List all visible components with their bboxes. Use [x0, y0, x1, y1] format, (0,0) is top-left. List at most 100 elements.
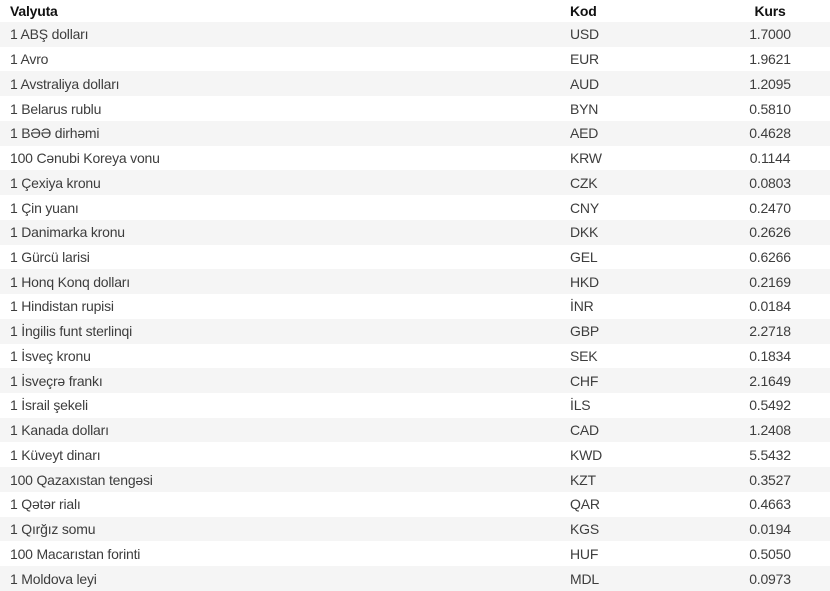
currency-cell: 1 İsveçrə frankı	[10, 372, 103, 389]
table-row: 1 BƏƏ dirhəmi AED 0.4628	[0, 120, 830, 146]
rate-cell: 0.5050	[749, 545, 791, 562]
code-cell: QAR	[570, 496, 600, 513]
code-cell: USD	[570, 26, 599, 43]
currency-cell: 1 Avro	[10, 51, 49, 68]
code-cell: AUD	[570, 75, 599, 92]
table-row: 100 Macarıstan forinti HUF 0.5050	[0, 541, 830, 567]
table-row: 1 Hindistan rupisi İNR 0.0184	[0, 294, 830, 319]
table-row: 1 İsveçrə frankı CHF 2.1649	[0, 368, 830, 394]
code-cell: KRW	[570, 150, 602, 167]
table-row: 1 İngilis funt sterlinqi GBP 2.2718	[0, 318, 830, 344]
currency-cell: 100 Qazaxıstan tengəsi	[10, 471, 153, 488]
rate-cell: 0.5810	[749, 100, 791, 117]
currency-cell: 1 Honq Konq dolları	[10, 273, 130, 290]
currency-cell: 1 İngilis funt sterlinqi	[10, 323, 133, 340]
rate-cell: 1.2095	[749, 75, 791, 92]
column-header-kod: Kod	[570, 0, 710, 22]
code-cell: DKK	[570, 224, 599, 241]
currency-cell: 100 Cənubi Koreya vonu	[10, 150, 160, 167]
code-cell: HUF	[570, 545, 599, 562]
table-row: 1 İsrail şekeli İLS 0.5492	[0, 393, 830, 418]
currency-cell: 1 Çin yuanı	[10, 199, 79, 216]
currency-cell: 1 Danimarka kronu	[10, 224, 125, 241]
currency-cell: 1 Gürcü larisi	[10, 248, 90, 265]
code-cell: GEL	[570, 248, 598, 265]
code-cell: İLS	[570, 397, 591, 414]
code-cell: SEK	[570, 347, 598, 364]
table-row: 1 Kanada dolları CAD 1.2408	[0, 417, 830, 443]
currency-cell: 1 İsrail şekeli	[10, 397, 88, 414]
code-cell: CAD	[570, 422, 599, 439]
table-row: 1 Belarus rublu BYN 0.5810	[0, 96, 830, 121]
table-row: 1 Avro EUR 1.9621	[0, 46, 830, 72]
rate-cell: 1.2408	[749, 422, 791, 439]
rate-cell: 0.1144	[749, 150, 791, 167]
rate-cell: 0.0803	[749, 174, 791, 191]
rate-cell: 2.2718	[749, 323, 791, 340]
code-cell: KZT	[570, 471, 596, 488]
rate-cell: 0.0194	[749, 521, 791, 538]
rate-cell: 0.2626	[749, 224, 791, 241]
currency-cell: 1 Kanada dolları	[10, 422, 109, 439]
rate-cell: 0.0184	[749, 298, 791, 315]
column-header-kurs: Kurs	[710, 0, 830, 22]
rate-cell: 0.5492	[749, 397, 791, 414]
currency-cell: 1 BƏƏ dirhəmi	[10, 125, 100, 142]
table-row: 1 Küveyt dinarı KWD 5.5432	[0, 442, 830, 468]
currency-cell: 1 İsveç kronu	[10, 347, 91, 364]
table-row: 1 Çin yuanı CNY 0.2470	[0, 195, 830, 220]
rate-cell: 2.1649	[749, 372, 791, 389]
currency-cell: 1 Qətər rialı	[10, 496, 81, 513]
rate-cell: 0.6266	[749, 248, 791, 265]
table-row: 1 Danimarka kronu DKK 0.2626	[0, 219, 830, 245]
code-cell: KGS	[570, 521, 599, 538]
table-row: 1 Çexiya kronu CZK 0.0803	[0, 170, 830, 196]
rate-cell: 0.2470	[749, 199, 791, 216]
code-cell: MDL	[570, 570, 599, 587]
rate-cell: 0.4628	[749, 125, 791, 142]
currency-cell: 1 Avstraliya dolları	[10, 75, 120, 92]
code-cell: HKD	[570, 273, 599, 290]
currency-cell: 100 Macarıstan forinti	[10, 545, 141, 562]
currency-cell: 1 ABŞ dolları	[10, 26, 89, 43]
rate-cell: 0.3527	[749, 471, 791, 488]
table-row: 100 Qazaxıstan tengəsi KZT 0.3527	[0, 467, 830, 492]
code-cell: CZK	[570, 174, 598, 191]
code-cell: GBP	[570, 323, 599, 340]
currency-cell: 1 Çexiya kronu	[10, 174, 101, 191]
header-row: Valyuta Kod Kurs	[0, 0, 830, 22]
rate-cell: 0.0973	[749, 570, 791, 587]
code-cell: KWD	[570, 446, 603, 463]
currency-cell: 1 Belarus rublu	[10, 100, 102, 117]
rate-cell: 1.7000	[749, 26, 791, 43]
table-row: 1 Avstraliya dolları AUD 1.2095	[0, 71, 830, 97]
code-cell: CHF	[570, 372, 599, 389]
rate-cell: 0.2169	[749, 273, 791, 290]
currency-cell: 1 Küveyt dinarı	[10, 446, 101, 463]
table-row: 1 Gürcü larisi GEL 0.6266	[0, 244, 830, 270]
code-cell: EUR	[570, 51, 599, 68]
table-row: 1 ABŞ dolları USD 1.7000	[0, 22, 830, 47]
currency-cell: 1 Moldova leyi	[10, 570, 97, 587]
table-row: 1 Qətər rialı QAR 0.4663	[0, 491, 830, 517]
table-row: 1 Moldova leyi MDL 0.0973	[0, 566, 830, 591]
rate-cell: 0.4663	[749, 496, 791, 513]
rate-cell: 0.1834	[749, 347, 791, 364]
rate-cell: 1.9621	[749, 51, 791, 68]
rate-cell: 5.5432	[749, 446, 791, 463]
table-row: 100 Cənubi Koreya vonu KRW 0.1144	[0, 145, 830, 171]
column-header-valyuta: Valyuta	[0, 0, 570, 22]
code-cell: İNR	[570, 298, 594, 315]
table-header: Valyuta Kod Kurs	[0, 0, 830, 22]
code-cell: BYN	[570, 100, 599, 117]
code-cell: CNY	[570, 199, 599, 216]
code-cell: AED	[570, 125, 599, 142]
currency-cell: 1 Hindistan rupisi	[10, 298, 114, 315]
table-row: 1 İsveç kronu SEK 0.1834	[0, 343, 830, 369]
table-row: 1 Honq Konq dolları HKD 0.2169	[0, 269, 830, 295]
rates-table-body: 1 ABŞ dolları USD 1.7000 1 Avro EUR 1.96…	[0, 22, 830, 591]
currency-cell: 1 Qırğız somu	[10, 521, 96, 538]
table-row: 1 Qırğız somu KGS 0.0194	[0, 516, 830, 542]
